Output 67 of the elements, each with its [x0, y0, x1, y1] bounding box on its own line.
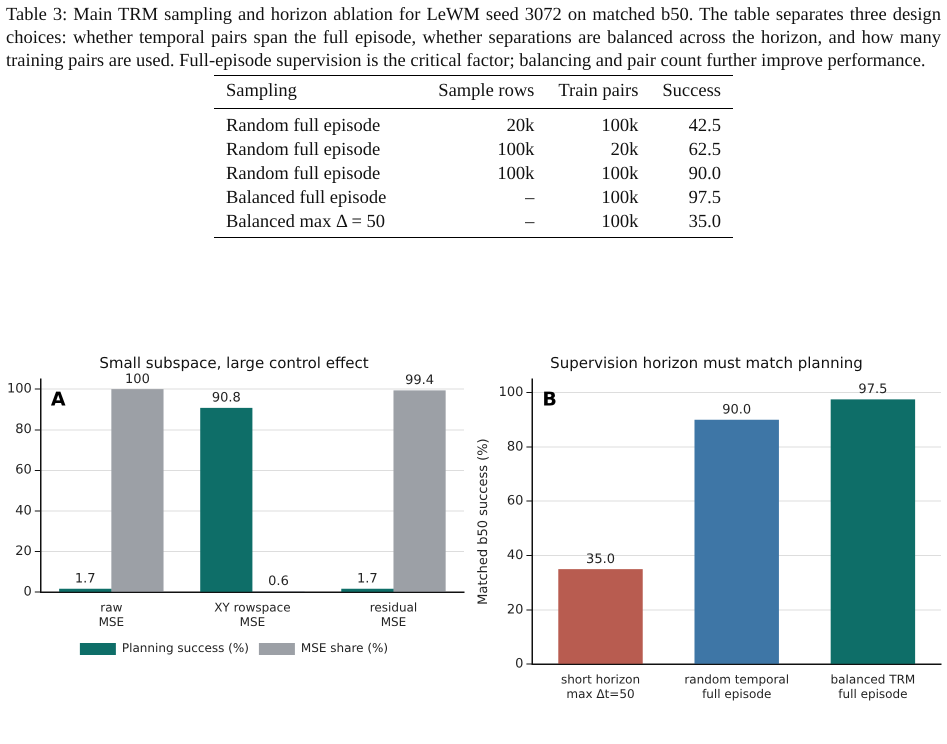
y-tick-label: 40 [15, 503, 32, 518]
data-label: 97.5 [858, 382, 888, 398]
y-tick-label: 20 [15, 544, 32, 559]
text: Balanced full episode [225, 187, 388, 210]
text: Random full episode [225, 163, 382, 186]
x-tick-label: short horizon max Δt=50 [560, 672, 640, 701]
data-label: 1.7 [357, 572, 378, 587]
text: 100k [496, 139, 536, 162]
annotation: A [50, 388, 66, 410]
bar [694, 420, 779, 664]
y-tick-label: 0 [515, 656, 524, 672]
text: 100k [600, 211, 640, 234]
data-label: 100 [125, 372, 150, 388]
y-axis-title: Matched b50 success (%) [476, 438, 492, 605]
bar [111, 389, 164, 592]
y-tick-label: 80 [506, 439, 524, 454]
x-tick-label: raw MSE [98, 600, 124, 629]
data-label: 90.0 [722, 402, 752, 418]
text: 35.0 [688, 211, 722, 234]
text: – [524, 211, 536, 234]
text: 100k [496, 163, 536, 186]
category-label: Train pairs [546, 76, 650, 108]
text: Random full episode [225, 139, 382, 162]
y-tick-label: 60 [15, 462, 32, 478]
text: 42.5 [688, 115, 722, 138]
bar [393, 390, 446, 592]
category-label: Sample rows [426, 76, 546, 108]
y-tick-label: 0 [24, 584, 32, 600]
bar [830, 399, 916, 664]
data-label: 35.0 [586, 552, 615, 568]
bar [59, 588, 112, 592]
chart-title: Small subspace, large control effect [99, 354, 369, 372]
data-label: 90.8 [212, 390, 241, 406]
text: Balanced max Δ = 50 [225, 211, 386, 234]
y-tick-label: 40 [506, 548, 524, 563]
chart-title: Supervision horizon must match planning [550, 354, 863, 372]
y-tick-label: 80 [15, 422, 32, 438]
text: 20k [506, 115, 536, 138]
bar [200, 408, 252, 592]
x-tick-label: random temporal full episode [684, 672, 790, 701]
x-tick-label: XY rowspace MSE [214, 600, 291, 629]
category-label: Success [650, 76, 733, 108]
text: 100k [600, 187, 640, 210]
x-tick-label: residual MSE [370, 600, 418, 629]
bar [341, 588, 394, 592]
text: 20k [610, 139, 640, 162]
text: 100k [600, 163, 640, 186]
y-tick-label: 100 [6, 382, 32, 397]
data-label: 99.4 [405, 373, 434, 388]
legend-label: Planning success (%) [122, 641, 249, 656]
text: Table 3: Main TRM sampling and horizon ablation for LeWM seed 3072 on matched b50. The table separates three design choices: whether temporal pairs span the full episode, whether separations are balanced across the horizon, and how many training pairs are used. Full-episode supervision is the critical factor; balancing and pair count further improve performance. [6, 4, 941, 73]
text: 90.0 [688, 163, 722, 186]
text: – [524, 187, 536, 210]
y-tick-label: 20 [506, 602, 524, 618]
text: 62.5 [688, 139, 722, 162]
y-tick-label: 60 [506, 494, 524, 509]
y-tick-label: 100 [498, 384, 524, 400]
data-label: 0.6 [268, 574, 289, 589]
text: 100k [600, 115, 640, 138]
text: Random full episode [225, 115, 382, 138]
x-tick-label: balanced TRM full episode [830, 672, 916, 701]
bar [558, 569, 643, 664]
category-label: Sampling [214, 76, 426, 108]
annotation: B [542, 388, 557, 410]
data-label: 1.7 [74, 572, 96, 587]
text: 97.5 [688, 187, 722, 210]
legend-label: MSE share (%) [300, 641, 388, 656]
